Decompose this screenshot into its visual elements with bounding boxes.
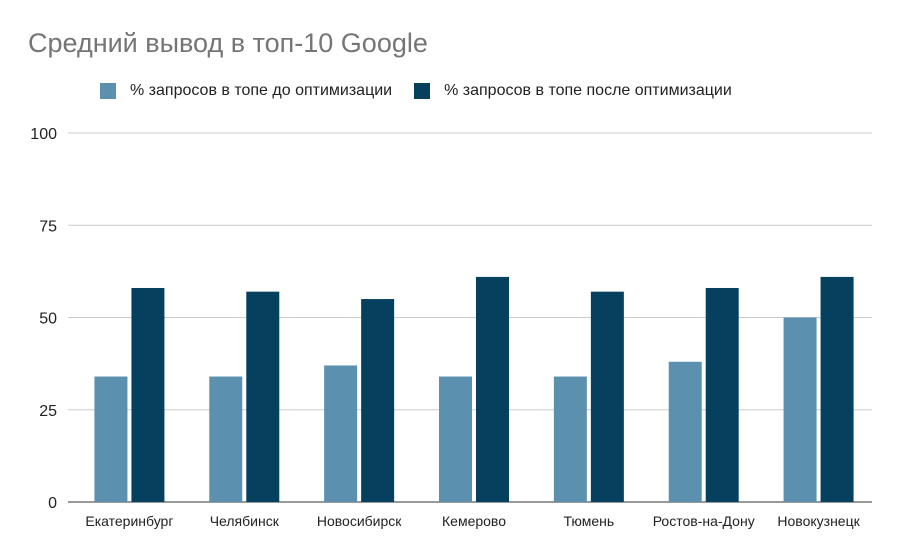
legend-item-after: % запросов в топе после оптимизации bbox=[414, 82, 732, 100]
y-tick-label: 75 bbox=[39, 218, 57, 235]
chart-legend: % запросов в топе до оптимизации % запро… bbox=[100, 82, 754, 100]
bar-before bbox=[783, 317, 817, 502]
bar-after bbox=[361, 299, 395, 502]
bar-after bbox=[476, 276, 509, 502]
legend-swatch-before bbox=[100, 83, 116, 99]
bar-before bbox=[439, 376, 472, 502]
y-tick-label: 50 bbox=[39, 311, 57, 328]
bar-after bbox=[246, 291, 280, 502]
legend-item-before: % запросов в топе до оптимизации bbox=[100, 82, 392, 100]
legend-label-after: % запросов в топе после оптимизации bbox=[444, 82, 732, 99]
y-tick-label: 0 bbox=[48, 495, 57, 512]
bar-before bbox=[94, 376, 128, 502]
x-tick-label: Екатеринбург bbox=[85, 513, 173, 529]
bar-before bbox=[553, 376, 587, 502]
x-tick-label: Челябинск bbox=[210, 513, 280, 529]
legend-label-before: % запросов в топе до оптимизации bbox=[130, 82, 393, 99]
bar-after bbox=[131, 287, 165, 502]
chart-title: Средний вывод в топ-10 Google bbox=[28, 28, 428, 58]
x-tick-label: Ростов-на-Дону bbox=[653, 513, 755, 529]
bar-after bbox=[820, 276, 854, 502]
x-tick-label: Кемерово bbox=[442, 513, 506, 529]
legend-swatch-after bbox=[414, 83, 431, 99]
y-tick-label: 100 bbox=[30, 126, 57, 143]
bar-before bbox=[324, 365, 358, 502]
bar-before bbox=[209, 376, 243, 502]
y-tick-label: 25 bbox=[39, 403, 57, 420]
x-tick-label: Новосибирск bbox=[317, 513, 402, 529]
bar-after bbox=[705, 287, 739, 502]
bar-after bbox=[590, 291, 624, 502]
x-tick-label: Новокузнецк bbox=[777, 513, 860, 529]
bar-before bbox=[668, 361, 702, 502]
x-tick-label: Тюмень bbox=[563, 513, 614, 529]
